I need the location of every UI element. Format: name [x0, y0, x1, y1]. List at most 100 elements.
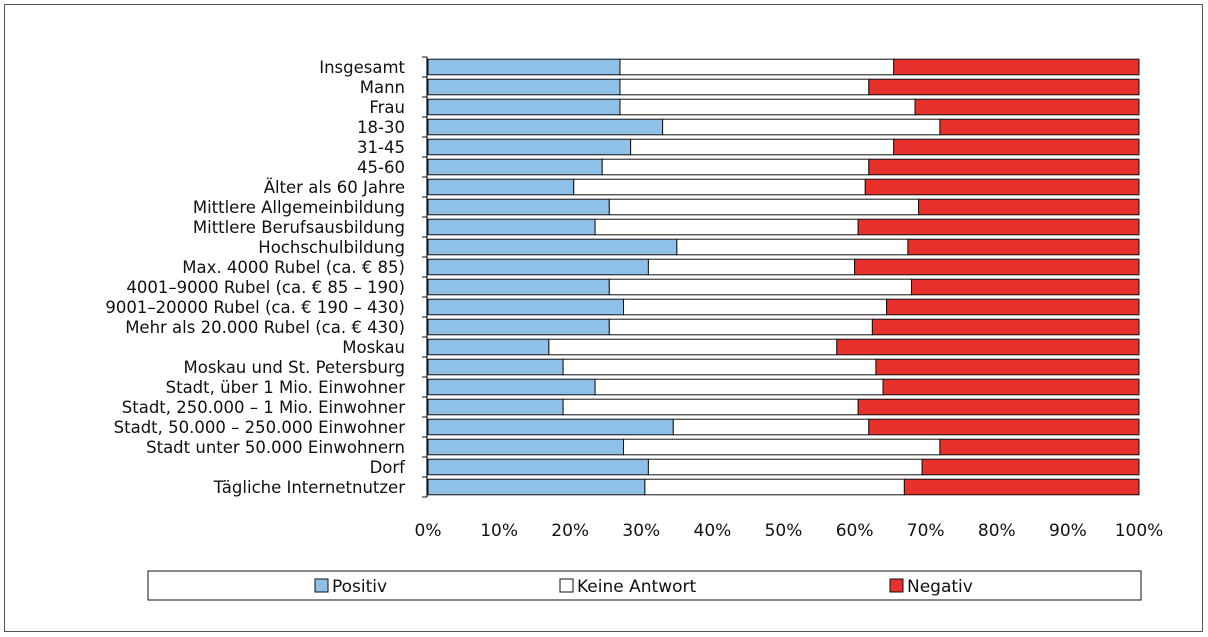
legend-box	[147, 570, 1142, 601]
bar-positiv-segment	[427, 258, 649, 276]
category-label: Älter als 60 Jahre	[264, 178, 405, 197]
bar-negativ-segment	[939, 118, 1140, 136]
bar-negativ-segment	[918, 198, 1140, 216]
x-tick-label: 100%	[1115, 521, 1164, 541]
legend-swatch	[889, 578, 904, 593]
category-label: Mann	[360, 78, 405, 97]
category-label: Hochschulbildung	[258, 238, 405, 257]
bar-negativ-segment	[868, 418, 1140, 436]
category-label: 18-30	[357, 118, 405, 137]
bar-negativ-segment	[907, 238, 1140, 256]
bar-positiv-segment	[427, 218, 596, 236]
category-label: 45-60	[357, 158, 405, 177]
bar-positiv-segment	[427, 338, 550, 356]
legend-swatch	[314, 578, 329, 593]
bar-keine-antwort-segment	[662, 118, 941, 136]
bar-negativ-segment	[854, 258, 1140, 276]
bar-positiv-segment	[427, 418, 674, 436]
bar-negativ-segment	[939, 438, 1140, 456]
bar-keine-antwort-segment	[644, 478, 905, 496]
category-label: 31-45	[357, 138, 405, 157]
bar-negativ-segment	[903, 478, 1140, 496]
bar-keine-antwort-segment	[601, 158, 870, 176]
legend: Positiv Keine Antwort Negativ	[147, 570, 1142, 601]
x-tick-label: 80%	[978, 521, 1016, 541]
bar-positiv-segment	[427, 298, 625, 316]
bar-negativ-segment	[868, 78, 1140, 96]
category-label: Dorf	[370, 458, 407, 477]
bar-positiv-segment	[427, 458, 649, 476]
bar-positiv-segment	[427, 438, 625, 456]
bar-negativ-segment	[868, 158, 1140, 176]
legend-label: Negativ	[907, 577, 973, 597]
bar-positiv-segment	[427, 178, 575, 196]
legend-label: Positiv	[332, 577, 387, 597]
category-label: 9001–20000 Rubel (ca. € 190 – 430)	[105, 298, 405, 317]
bar-positiv-segment	[427, 358, 564, 376]
bar-keine-antwort-segment	[562, 358, 877, 376]
category-label: Tägliche Internetnutzer	[213, 478, 406, 497]
x-tick-label: 0%	[415, 521, 442, 541]
bar-positiv-segment	[427, 278, 610, 296]
x-tick-label: 50%	[765, 521, 803, 541]
x-tick-label: 70%	[907, 521, 945, 541]
bar-keine-antwort-segment	[594, 378, 884, 396]
legend-label: Keine Antwort	[577, 577, 696, 597]
bar-positiv-segment	[427, 98, 621, 116]
bar-keine-antwort-segment	[619, 78, 870, 96]
bar-positiv-segment	[427, 78, 621, 96]
bar-keine-antwort-segment	[548, 338, 838, 356]
category-label: Moskau und St. Petersburg	[184, 358, 406, 377]
category-label: Stadt, 250.000 – 1 Mio. Einwohner	[122, 398, 405, 417]
category-label: Mittlere Allgemeinbildung	[193, 198, 405, 217]
category-label: Frau	[369, 98, 405, 117]
x-axis: 0% 10% 20% 30% 40% 50% 60% 70% 80% 90% 100%	[415, 56, 1164, 541]
bar-negativ-segment	[871, 318, 1140, 336]
category-label: Stadt, 50.000 – 250.000 Einwohner	[114, 418, 406, 437]
bar-negativ-segment	[914, 98, 1140, 116]
bar-positiv-segment	[427, 378, 596, 396]
bar-keine-antwort-segment	[619, 98, 916, 116]
x-tick-label: 60%	[836, 521, 874, 541]
bar-positiv-segment	[427, 238, 678, 256]
bar-negativ-segment	[893, 138, 1140, 156]
x-tick-label: 20%	[551, 521, 589, 541]
bar-keine-antwort-segment	[573, 178, 866, 196]
bar-positiv-segment	[427, 58, 621, 76]
bar-negativ-segment	[893, 58, 1140, 76]
x-tick-label: 90%	[1049, 521, 1087, 541]
bar-negativ-segment	[864, 178, 1140, 196]
bar-negativ-segment	[882, 378, 1140, 396]
category-label: Mittlere Berufsausbildung	[193, 218, 405, 237]
bar-positiv-segment	[427, 138, 632, 156]
bar-positiv-segment	[427, 118, 664, 136]
category-label: Insgesamt	[319, 58, 405, 77]
legend-swatch	[559, 578, 574, 593]
bar-positiv-segment	[427, 198, 610, 216]
bar-negativ-segment	[875, 358, 1140, 376]
bar-keine-antwort-segment	[676, 238, 909, 256]
bar-positiv-segment	[427, 158, 603, 176]
bar-keine-antwort-segment	[672, 418, 870, 436]
bar-keine-antwort-segment	[623, 298, 888, 316]
bar-positiv-segment	[427, 478, 646, 496]
bar-keine-antwort-segment	[623, 438, 941, 456]
bar-negativ-segment	[921, 458, 1140, 476]
x-tick-label: 10%	[480, 521, 518, 541]
bar-keine-antwort-segment	[608, 198, 920, 216]
bar-keine-antwort-segment	[647, 258, 856, 276]
bar-negativ-segment	[857, 398, 1140, 416]
x-tick-label: 40%	[694, 521, 732, 541]
bar-keine-antwort-segment	[562, 398, 859, 416]
category-label: 4001–9000 Rubel (ca. € 85 – 190)	[126, 278, 405, 297]
bar-positiv-segment	[427, 318, 610, 336]
bar-negativ-segment	[836, 338, 1140, 356]
bar-keine-antwort-segment	[608, 278, 912, 296]
x-tick-label: 30%	[622, 521, 660, 541]
bar-positiv-segment	[427, 398, 564, 416]
bar-negativ-segment	[910, 278, 1140, 296]
category-label: Mehr als 20.000 Rubel (ca. € 430)	[125, 318, 405, 337]
bar-keine-antwort-segment	[608, 318, 873, 336]
